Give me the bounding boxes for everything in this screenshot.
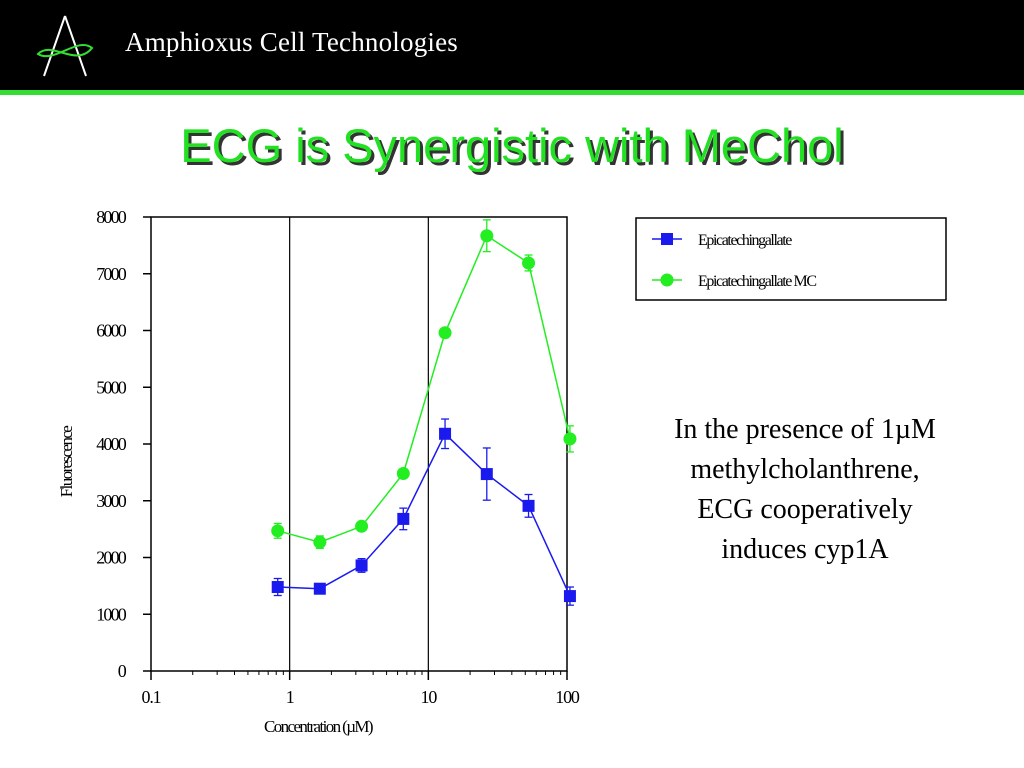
- data-point-series-1: [439, 427, 452, 440]
- legend-marker-series-2: [660, 273, 674, 287]
- data-point-series-1: [563, 590, 576, 603]
- y-tick-label: 8000: [96, 207, 127, 227]
- y-tick-label: 7000: [96, 264, 127, 284]
- x-axis-label: Concentration (µM): [264, 717, 373, 736]
- data-point-series-2: [313, 535, 327, 549]
- y-tick-label: 1000: [96, 604, 127, 624]
- x-tick-label: 10: [421, 687, 438, 707]
- annotation-line-1: In the presence of 1µM: [674, 414, 936, 445]
- amphioxus-logo-icon: [36, 15, 94, 77]
- data-point-series-2: [396, 467, 410, 481]
- legend-box: [635, 217, 947, 301]
- annotation-line-4: induces cyp1A: [721, 534, 889, 565]
- header-bar: [0, 0, 1024, 90]
- data-point-series-1: [522, 499, 535, 512]
- x-tick-label: 0.1: [142, 687, 161, 707]
- series-line-1: [277, 432, 571, 597]
- company-name: Amphioxus Cell Technologies: [125, 27, 458, 57]
- annotation-line-2: methylcholanthrene,: [690, 454, 920, 485]
- data-point-series-2: [522, 256, 536, 270]
- annotation-text: In the presence of 1µM methylcholanthren…: [625, 410, 985, 570]
- plot-frame: [150, 216, 568, 672]
- annotation-line-3: ECG cooperatively: [697, 494, 913, 525]
- data-point-series-1: [355, 559, 368, 572]
- data-point-series-2: [438, 326, 452, 340]
- y-tick-label: 2000: [96, 548, 127, 568]
- x-tick-label: 1: [286, 687, 294, 707]
- slide-title: ECG is Synergistic with MeChol: [180, 119, 844, 172]
- data-point-series-1: [271, 581, 284, 594]
- data-point-series-2: [355, 519, 369, 533]
- y-tick-label: 6000: [96, 321, 127, 341]
- x-tick-label: 100: [555, 687, 580, 707]
- legend-label-series-1: Epicatechingallate: [698, 232, 792, 249]
- data-point-series-1: [397, 512, 410, 525]
- legend-label-series-2: Epicatechingallate MC: [698, 273, 816, 290]
- y-tick-label: 5000: [96, 377, 127, 397]
- y-tick-label: 4000: [96, 434, 127, 454]
- legend: Epicatechingallate Epicatechingallate MC: [635, 217, 947, 301]
- y-tick-label: 0: [118, 661, 127, 681]
- data-point-series-1: [313, 582, 326, 595]
- data-point-series-2: [480, 229, 494, 243]
- header-stripe: [0, 90, 1024, 95]
- data-point-series-1: [480, 468, 493, 481]
- legend-marker-series-1: [661, 233, 673, 245]
- series-line-2: [277, 234, 571, 543]
- data-point-series-2: [271, 524, 285, 538]
- y-axis-label: Fluorescence: [57, 426, 76, 498]
- data-point-series-2: [563, 432, 577, 446]
- y-tick-label: 3000: [96, 491, 127, 511]
